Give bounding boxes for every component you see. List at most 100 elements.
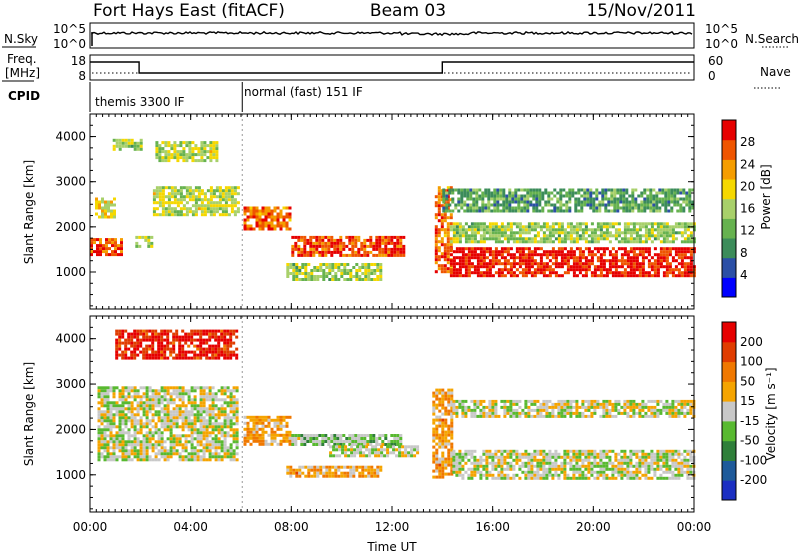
echo-cell bbox=[229, 344, 233, 348]
echo-cell bbox=[124, 449, 128, 453]
echo-cell bbox=[566, 271, 570, 275]
echo-cell bbox=[184, 425, 188, 429]
echo-cell bbox=[680, 265, 684, 269]
echo-cell bbox=[343, 266, 347, 269]
echo-cell bbox=[674, 231, 678, 235]
echo-cell bbox=[464, 262, 468, 266]
echo-cell bbox=[494, 455, 498, 459]
echo-cell bbox=[220, 434, 224, 438]
echo-cell bbox=[151, 338, 155, 342]
echo-cell bbox=[450, 442, 454, 446]
echo-cell bbox=[653, 265, 657, 269]
echo-cell bbox=[434, 270, 438, 274]
echo-cell bbox=[155, 147, 159, 151]
echo-cell bbox=[503, 467, 507, 471]
echo-cell bbox=[559, 194, 563, 198]
echo-cell bbox=[479, 455, 483, 459]
echo-cell bbox=[194, 186, 198, 190]
echo-cell bbox=[551, 234, 555, 238]
echo-cell bbox=[569, 225, 573, 229]
echo-cell bbox=[479, 259, 483, 263]
echo-cell bbox=[109, 416, 113, 420]
echo-cell bbox=[109, 425, 113, 429]
echo-cell bbox=[208, 329, 212, 333]
echo-cell bbox=[157, 404, 161, 408]
echo-cell bbox=[450, 448, 454, 452]
echo-cell bbox=[289, 272, 293, 275]
echo-cell bbox=[643, 203, 647, 207]
echo-cell bbox=[312, 434, 316, 437]
echo-cell bbox=[511, 197, 515, 201]
echo-cell bbox=[604, 203, 608, 207]
echo-cell bbox=[438, 418, 442, 422]
echo-cell bbox=[96, 247, 99, 251]
echo-cell bbox=[482, 467, 486, 471]
echo-cell bbox=[118, 392, 122, 396]
echo-cell bbox=[148, 407, 152, 411]
echo-cell bbox=[223, 353, 227, 357]
echo-cell bbox=[175, 410, 179, 414]
echo-cell bbox=[217, 425, 221, 429]
echo-cell bbox=[623, 274, 627, 278]
echo-cell bbox=[252, 427, 256, 431]
echo-cell bbox=[163, 338, 167, 342]
echo-cell bbox=[434, 255, 438, 259]
echo-cell bbox=[154, 353, 158, 357]
echo-cell bbox=[167, 150, 171, 154]
echo-cell bbox=[497, 240, 501, 244]
echo-cell bbox=[536, 449, 540, 453]
echo-cell bbox=[506, 240, 510, 244]
echo-cell bbox=[443, 255, 447, 259]
echo-cell bbox=[569, 449, 573, 453]
echo-cell bbox=[206, 150, 210, 154]
echo-cell bbox=[593, 247, 597, 251]
echo-cell bbox=[656, 234, 660, 238]
echo-cell bbox=[243, 415, 247, 419]
echo-cell bbox=[545, 237, 549, 241]
echo-cell bbox=[356, 451, 360, 455]
echo-cell bbox=[124, 389, 128, 393]
echo-cell bbox=[438, 403, 442, 407]
echo-cell bbox=[413, 445, 417, 449]
echo-cell bbox=[569, 228, 573, 232]
echo-cell bbox=[328, 272, 332, 275]
echo-cell bbox=[327, 238, 331, 242]
echo-cell bbox=[524, 240, 528, 244]
echo-cell bbox=[545, 470, 549, 474]
echo-cell bbox=[301, 266, 305, 269]
echo-cell bbox=[316, 474, 320, 478]
echo-cell bbox=[441, 436, 445, 440]
echo-cell bbox=[541, 194, 545, 198]
echo-cell bbox=[454, 203, 458, 207]
echo-cell bbox=[151, 341, 155, 345]
echo-cell bbox=[181, 389, 185, 393]
echo-cell bbox=[114, 244, 117, 248]
echo-cell bbox=[235, 335, 239, 339]
echo-cell bbox=[136, 147, 140, 151]
echo-cell bbox=[563, 458, 567, 462]
echo-cell bbox=[656, 262, 660, 266]
echo-cell bbox=[114, 253, 117, 257]
echo-cell bbox=[261, 430, 265, 434]
echo-cell bbox=[369, 440, 373, 443]
echo-cell bbox=[475, 197, 479, 201]
echo-cell bbox=[169, 341, 173, 345]
echo-cell bbox=[106, 434, 110, 438]
echo-cell bbox=[520, 206, 524, 210]
echo-cell bbox=[118, 419, 122, 423]
echo-cell bbox=[458, 467, 462, 471]
echo-cell bbox=[521, 225, 525, 229]
echo-cell bbox=[145, 437, 149, 441]
echo-cell bbox=[211, 425, 215, 429]
echo-cell bbox=[270, 212, 274, 216]
echo-cell bbox=[197, 195, 201, 199]
echo-cell bbox=[345, 437, 349, 440]
echo-cell bbox=[169, 329, 173, 333]
echo-cell bbox=[158, 159, 162, 163]
echo-cell bbox=[380, 451, 384, 455]
echo-cell bbox=[211, 395, 215, 399]
echo-cell bbox=[551, 222, 555, 226]
echo-cell bbox=[178, 398, 182, 402]
echo-cell bbox=[169, 452, 173, 456]
echo-cell bbox=[145, 335, 149, 339]
